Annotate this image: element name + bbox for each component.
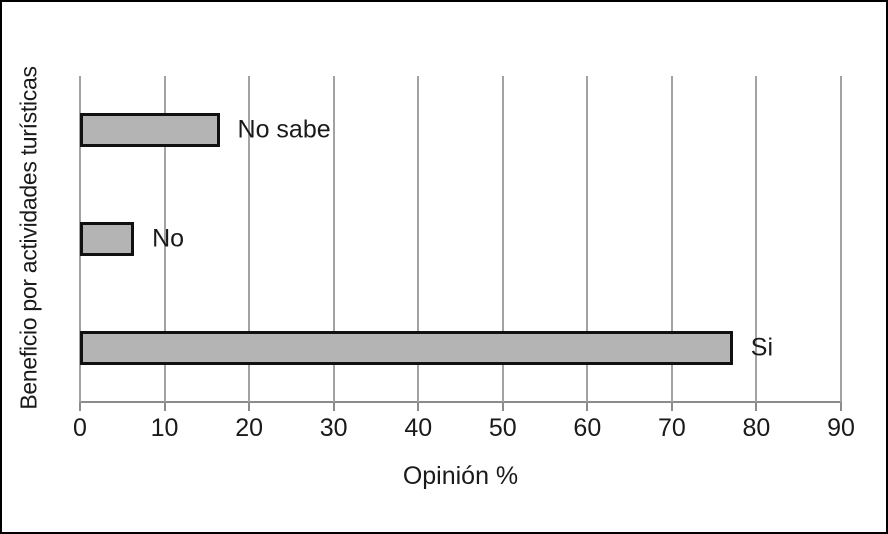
gridline [163,76,166,402]
bar-label: No sabe [237,115,331,144]
x-tick-mark [670,403,673,411]
x-tick-label: 80 [742,414,771,442]
x-tick-label: 70 [657,414,686,442]
y-axis-label: Beneficio por actividades turísticas [15,66,42,410]
gridline [417,76,420,402]
x-tick-mark [501,403,504,411]
x-tick-label: 50 [488,414,517,442]
bar [80,222,135,256]
gridline [670,76,673,402]
x-tick-mark [248,403,251,411]
x-tick-label: 40 [404,414,433,442]
x-tick-mark [755,403,758,411]
x-tick-label: 90 [827,414,855,442]
bar-label: Si [750,333,773,362]
plot-area: Opinión % 0 10 20 30 40 50 60 70 80 90 No sabe No Si [73,76,855,490]
x-tick-mark [417,403,420,411]
x-axis-title: Opinión % [402,462,519,490]
x-tick-mark [163,403,166,411]
gridline [248,76,251,402]
x-tick-mark [840,403,842,411]
gridline [332,76,335,402]
x-tick-label: 10 [150,414,179,442]
gridline [755,76,758,402]
bar-label: No [152,224,185,253]
x-tick-label: 20 [235,414,264,442]
gridline [501,76,504,402]
bar [80,113,220,148]
x-axis-line [79,401,842,403]
x-tick-mark [332,403,335,411]
x-tick-label: 0 [73,414,87,442]
x-tick-label: 60 [573,414,602,442]
gridline [586,76,589,402]
bar [80,330,733,365]
x-tick-label: 30 [319,414,348,442]
gridline [840,76,842,402]
x-tick-mark [586,403,589,411]
x-tick-mark [79,403,81,411]
